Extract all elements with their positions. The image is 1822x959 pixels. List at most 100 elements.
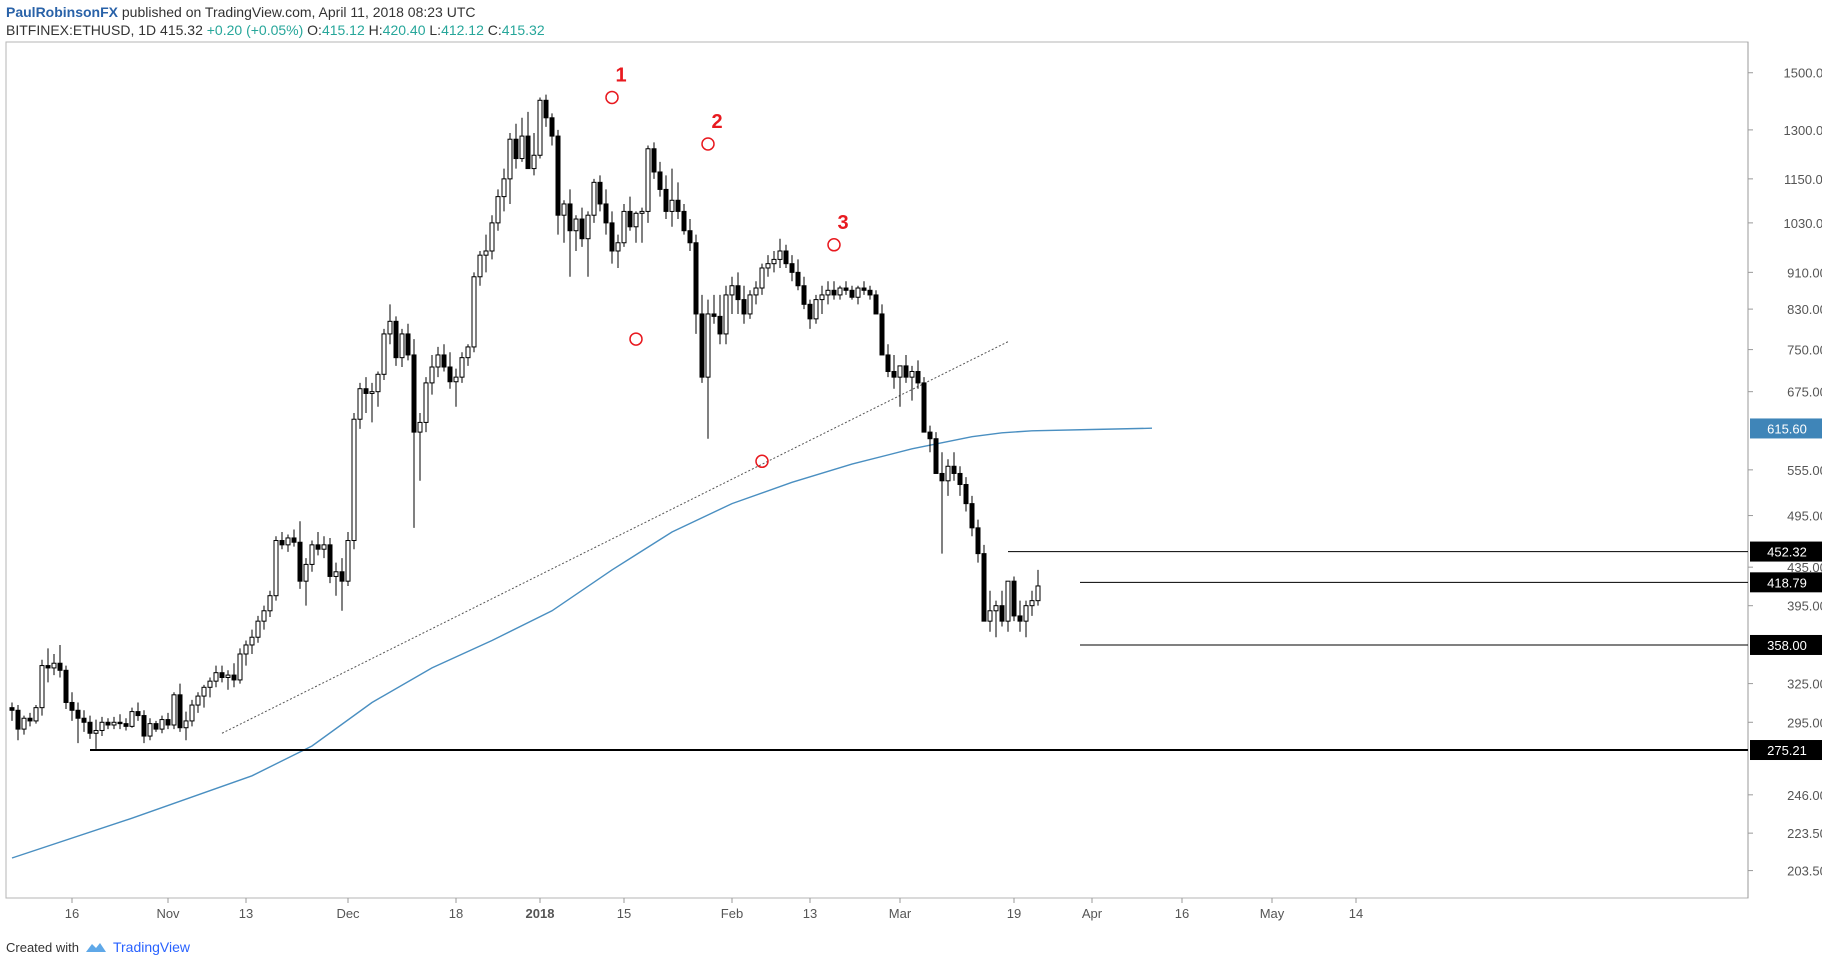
x-tick-label: 16 (1175, 906, 1189, 921)
candle-body (711, 313, 717, 317)
candle-body (441, 354, 447, 368)
candle-body (549, 117, 555, 137)
candle-body (99, 721, 105, 731)
candle-body (297, 541, 303, 582)
candle-body (537, 99, 543, 156)
candle (879, 304, 885, 356)
candle (399, 328, 405, 368)
candle (1017, 600, 1023, 632)
peak-annotation-label: 1 (615, 64, 626, 86)
candle (315, 532, 321, 556)
candle (429, 354, 435, 395)
candle (939, 452, 945, 554)
candle-body (165, 719, 171, 726)
author-link[interactable]: PaulRobinsonFX (6, 4, 118, 20)
candle (459, 352, 465, 383)
candle (537, 97, 543, 159)
candle (267, 590, 273, 617)
high-label: H: (368, 22, 383, 38)
candle (255, 615, 261, 643)
candle-body (561, 203, 567, 216)
candle (747, 290, 753, 319)
candle-body (501, 178, 507, 198)
close-value: 415.32 (501, 22, 545, 38)
candle (957, 466, 963, 496)
candle (933, 432, 939, 474)
candle (471, 272, 477, 353)
candle (75, 702, 81, 744)
candle (579, 207, 585, 247)
candle (375, 371, 381, 407)
chart-header: PaulRobinsonFX published on TradingView.… (6, 3, 545, 39)
candle (987, 590, 993, 632)
y-tick-label: 495.00 (1787, 509, 1822, 524)
peak-annotation-label: 3 (837, 212, 848, 234)
candle (777, 238, 783, 268)
tradingview-link[interactable]: TradingView (112, 939, 191, 955)
candle-body (615, 242, 621, 252)
candle (21, 715, 27, 735)
candle-body (231, 674, 237, 681)
candle-body (777, 250, 783, 260)
candle (633, 211, 639, 243)
candle-body (981, 553, 987, 622)
candle (513, 123, 519, 169)
candle (189, 699, 195, 727)
candle-body (225, 674, 231, 678)
candle (483, 234, 489, 273)
candle (51, 653, 57, 676)
candle-body (579, 218, 585, 240)
plot-frame (5, 41, 1749, 899)
candle-body (387, 320, 393, 335)
candle-body (789, 263, 795, 273)
candle (153, 720, 159, 732)
candle-body (825, 289, 831, 296)
candle-body (927, 431, 933, 440)
candle-body (885, 354, 891, 372)
candle (423, 377, 429, 433)
x-tick-label: Nov (156, 906, 180, 921)
candle (675, 182, 681, 220)
candle-body (843, 287, 849, 291)
candle-body (969, 503, 975, 529)
low-label: L: (429, 22, 442, 38)
candle (993, 600, 999, 638)
candle-body (597, 181, 603, 205)
candle-body (999, 605, 1005, 622)
candle-body (567, 203, 573, 232)
y-tick-label: 203.50 (1787, 864, 1822, 879)
candle-body (135, 711, 141, 717)
candle (219, 665, 225, 683)
candle-body (75, 709, 81, 719)
candle-body (807, 303, 813, 320)
x-tick-label: 13 (239, 906, 253, 921)
candle (855, 285, 861, 305)
candle (417, 412, 423, 481)
candle (843, 281, 849, 295)
candle (837, 285, 843, 300)
candle (9, 702, 15, 721)
candle (765, 255, 771, 277)
candle-body (585, 214, 591, 240)
candle-body (375, 373, 381, 393)
candle-body (735, 285, 741, 301)
candle (561, 200, 567, 243)
candle-body (1035, 585, 1041, 602)
y-tick-label: 325.00 (1787, 677, 1822, 692)
candle-body (849, 289, 855, 298)
candle (789, 255, 795, 282)
candle-body (639, 210, 645, 214)
candle-body (15, 709, 21, 730)
open-value: 415.12 (321, 22, 365, 38)
candle (213, 665, 219, 688)
candle-body (651, 148, 657, 173)
y-tick-label: 246.00 (1787, 788, 1822, 803)
candle (63, 665, 69, 709)
peak-annotation-label: 2 (711, 111, 722, 133)
candle-body (513, 138, 519, 160)
candle-body (879, 313, 885, 356)
candle-body (837, 287, 843, 296)
candle (645, 145, 651, 223)
candle (867, 285, 873, 300)
